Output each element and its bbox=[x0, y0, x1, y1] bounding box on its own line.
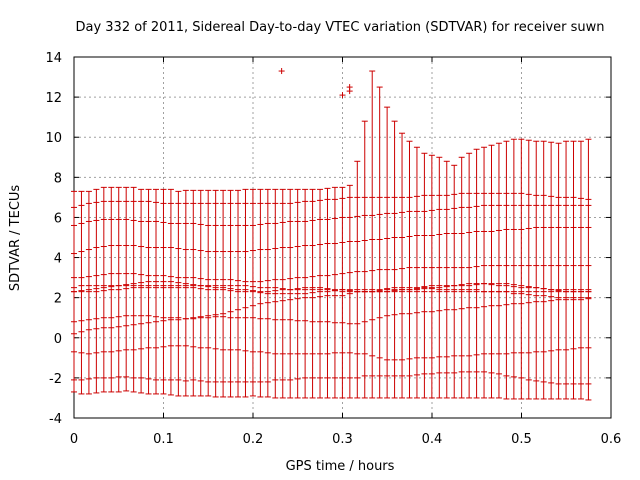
chart-title: Day 332 of 2011, Sidereal Day-to-day VTE… bbox=[75, 20, 604, 35]
x-axis-label: GPS time / hours bbox=[286, 459, 395, 474]
axis-layer: 0 0.1 0.2 0.3 0.4 0.5 0.6 -4 -2 0 2 4 6 8 10 12 14 bbox=[45, 51, 621, 447]
y-tick-label: 6 bbox=[54, 211, 62, 226]
y-tick-label: 0 bbox=[54, 332, 62, 347]
x-tick-label: 0.5 bbox=[511, 432, 532, 447]
y-tick-label: 2 bbox=[54, 292, 62, 307]
series-2 bbox=[71, 345, 592, 361]
y-tick-label: 8 bbox=[54, 171, 62, 186]
x-tick-label: 0.4 bbox=[422, 432, 443, 447]
y-axis-label: SDTVAR / TECUs bbox=[8, 185, 23, 292]
y-tick-label: -4 bbox=[49, 412, 62, 427]
y-tick-label: 12 bbox=[45, 91, 62, 106]
series-3 bbox=[71, 298, 592, 335]
x-tick-label: 0.2 bbox=[243, 432, 264, 447]
outlier-layer bbox=[278, 68, 353, 99]
series-7 bbox=[71, 285, 592, 293]
errorbar-layer bbox=[71, 70, 592, 401]
series-1 bbox=[71, 371, 592, 385]
y-tick-label: 10 bbox=[45, 131, 62, 146]
x-tick-label: 0 bbox=[70, 432, 78, 447]
series-11 bbox=[71, 192, 592, 208]
x-tick-label: 0.6 bbox=[601, 432, 622, 447]
x-tick-label: 0.3 bbox=[332, 432, 353, 447]
y-tick-label: -2 bbox=[49, 372, 62, 387]
y-tick-label: 14 bbox=[45, 51, 62, 66]
series-layer bbox=[71, 192, 592, 385]
series-9 bbox=[71, 226, 592, 255]
series-10 bbox=[71, 204, 592, 226]
x-tick-label: 0.1 bbox=[153, 432, 174, 447]
series-8 bbox=[71, 265, 592, 283]
y-tick-label: 4 bbox=[54, 252, 62, 267]
